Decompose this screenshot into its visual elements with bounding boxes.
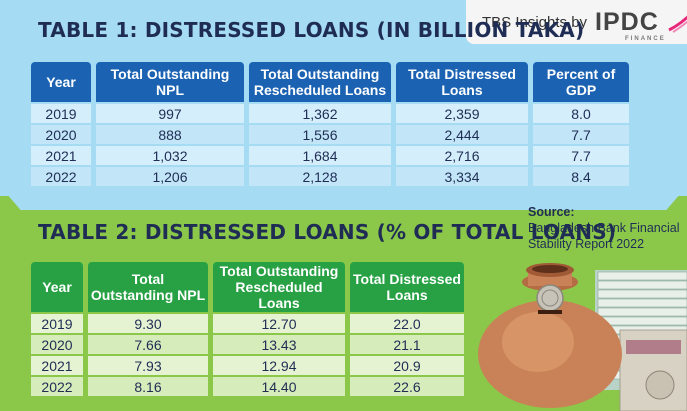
table1: Year Total Outstanding NPL Total Outstan… — [26, 60, 634, 188]
table-cell: 2,444 — [396, 125, 528, 144]
table-cell: 7.7 — [533, 146, 629, 165]
table-cell: 8.0 — [533, 104, 629, 123]
table1-header-npl: Total Outstanding NPL — [96, 62, 244, 102]
coin-icon — [536, 284, 564, 314]
table2-header-year: Year — [31, 262, 83, 312]
table-cell: 8.4 — [533, 167, 629, 186]
table-row: 2021 1,032 1,684 2,716 7.7 — [31, 146, 629, 165]
table-row: 2021 7.93 12.94 20.9 — [31, 356, 464, 375]
ipdc-logo-sub: FINANCE — [625, 35, 666, 42]
swoosh-icon — [668, 15, 687, 33]
table-cell: 9.30 — [88, 314, 208, 333]
table-cell: 14.40 — [213, 377, 345, 396]
table-row: 2019 997 1,362 2,359 8.0 — [31, 104, 629, 123]
table-cell: 2020 — [31, 125, 91, 144]
table-cell: 2019 — [31, 314, 83, 333]
brand-banner: TBS Insights by IPDC FINANCE — [466, 0, 687, 44]
table-cell: 3,334 — [396, 167, 528, 186]
table-cell: 20.9 — [350, 356, 464, 375]
table-cell: 21.1 — [350, 335, 464, 354]
table-cell: 2,128 — [249, 167, 391, 186]
source-label: Source: — [528, 205, 575, 219]
table-cell: 2021 — [31, 356, 83, 375]
table-cell: 2,716 — [396, 146, 528, 165]
table-cell: 1,206 — [96, 167, 244, 186]
table-cell: 1,556 — [249, 125, 391, 144]
table-cell: 7.7 — [533, 125, 629, 144]
ipdc-logo-text: IPDC — [595, 7, 659, 36]
table-cell: 1,032 — [96, 146, 244, 165]
table-cell: 1,362 — [249, 104, 391, 123]
table1-title: TABLE 1: DISTRESSED LOANS (IN BILLION TA… — [38, 18, 585, 42]
money-pot-illustration — [478, 263, 687, 411]
table-row: 2020 7.66 13.43 21.1 — [31, 335, 464, 354]
table-row: 2019 9.30 12.70 22.0 — [31, 314, 464, 333]
table-cell: 888 — [96, 125, 244, 144]
table-cell: 2022 — [31, 377, 83, 396]
source-text: Bangladesh Bank Financial Stability Repo… — [528, 221, 680, 251]
table1-header-distressed: Total Distressed Loans — [396, 62, 528, 102]
table-cell: 8.16 — [88, 377, 208, 396]
table-cell: 22.6 — [350, 377, 464, 396]
brand-text: TBS Insights by — [482, 13, 588, 31]
table1-header-gdp: Percent of GDP — [533, 62, 629, 102]
table-cell: 1,684 — [249, 146, 391, 165]
clay-pot-icon — [478, 263, 622, 408]
table-cell: 2022 — [31, 167, 91, 186]
table2-title: TABLE 2: DISTRESSED LOANS (% OF TOTAL LO… — [38, 220, 617, 244]
table1-header-year: Year — [31, 62, 91, 102]
table2: Year Total Outstanding NPL Total Outstan… — [26, 260, 469, 398]
source-note: Source: Bangladesh Bank Financial Stabil… — [528, 204, 687, 252]
table1-header-rescheduled: Total Outstanding Rescheduled Loans — [249, 62, 391, 102]
table-cell: 13.43 — [213, 335, 345, 354]
table-cell: 7.66 — [88, 335, 208, 354]
table-row: 2020 888 1,556 2,444 7.7 — [31, 125, 629, 144]
table-row: 2022 1,206 2,128 3,334 8.4 — [31, 167, 629, 186]
table-cell: 2019 — [31, 104, 91, 123]
ipdc-logo: IPDC FINANCE — [595, 7, 687, 42]
table-cell: 997 — [96, 104, 244, 123]
table-cell: 12.94 — [213, 356, 345, 375]
table2-header-rescheduled: Total Outstanding Rescheduled Loans — [213, 262, 345, 312]
table-cell: 2,359 — [396, 104, 528, 123]
table-row: 2022 8.16 14.40 22.6 — [31, 377, 464, 396]
table-cell: 12.70 — [213, 314, 345, 333]
table2-header-npl: Total Outstanding NPL — [88, 262, 208, 312]
table-cell: 22.0 — [350, 314, 464, 333]
table2-header-distressed: Total Distressed Loans — [350, 262, 464, 312]
table-cell: 2020 — [31, 335, 83, 354]
table-cell: 2021 — [31, 146, 91, 165]
table-cell: 7.93 — [88, 356, 208, 375]
